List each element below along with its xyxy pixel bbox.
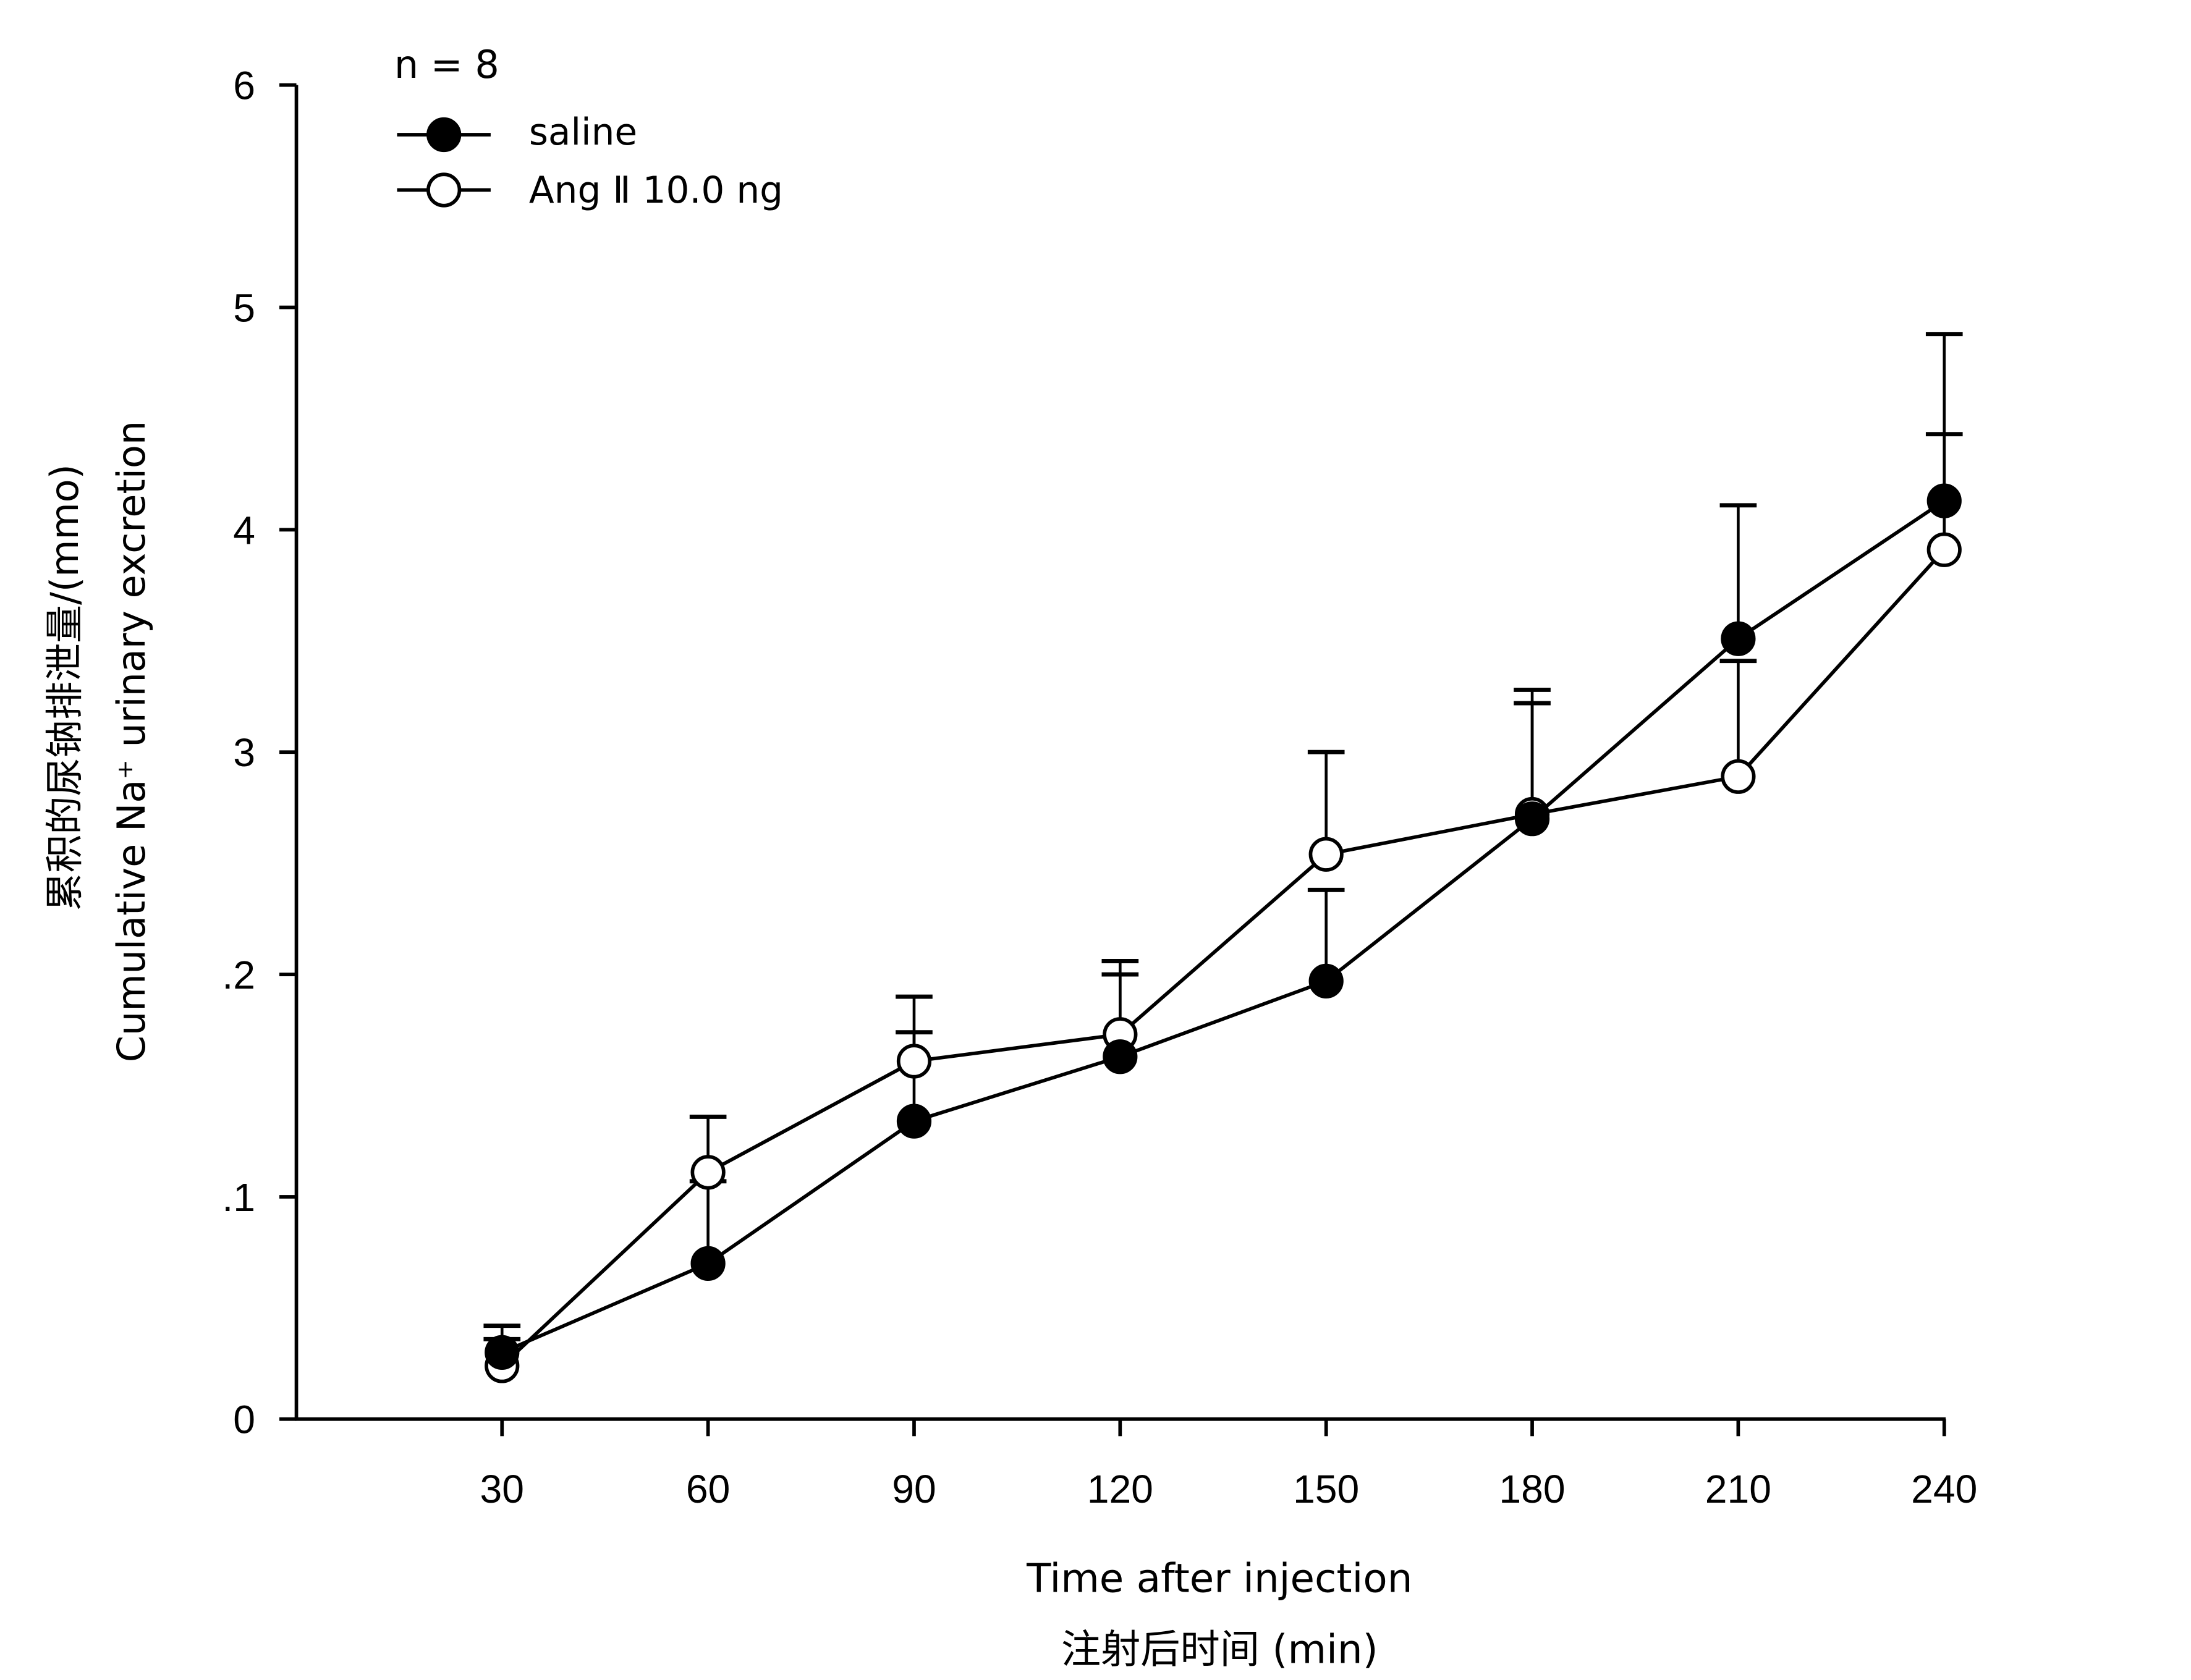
legend-angii-marker: [426, 172, 462, 208]
x-tick-label: 90: [892, 1467, 936, 1511]
x-tick-label: 150: [1293, 1467, 1359, 1511]
data-point-angii: [690, 1155, 726, 1190]
data-point-angii: [896, 1044, 932, 1079]
x-tick-label: 180: [1499, 1467, 1565, 1511]
x-tick-label: 210: [1705, 1467, 1771, 1511]
data-point-angii: [1721, 759, 1756, 794]
data-point-saline: [1514, 801, 1550, 837]
x-tick-label: 240: [1911, 1467, 1977, 1511]
y-tick-label: 5: [233, 285, 255, 330]
y-tick-label: .2: [222, 953, 255, 997]
legend: n = 8 saline Ang Ⅱ 10.0 ng: [394, 42, 783, 212]
y-tick-label: 0: [233, 1398, 255, 1442]
legend-saline-label: saline: [529, 111, 637, 154]
x-tick-label: 120: [1087, 1467, 1153, 1511]
data-point-saline: [485, 1335, 520, 1370]
series-line-angii: [501, 548, 1946, 1367]
n-annotation: n = 8: [394, 42, 499, 87]
y-tick-label: .1: [222, 1175, 255, 1220]
y-axis-label: Cumulative Na⁺ urinary excretion: [109, 421, 154, 1062]
y-tick-label: 3: [233, 730, 255, 775]
data-point-saline: [1926, 483, 1962, 518]
x-axis-label: Time after injection: [1026, 1556, 1412, 1602]
data-point-angii: [1308, 837, 1344, 872]
data-point-saline: [1721, 621, 1756, 656]
data-point-saline: [1308, 963, 1344, 998]
data-point-saline: [690, 1246, 726, 1281]
data-point-angii: [1926, 532, 1962, 567]
y-tick-label: 6: [233, 64, 255, 108]
series-line-saline: [501, 499, 1946, 1354]
y-axis-label-cn: 累积的尿钠排泄量/(mmo): [42, 464, 87, 911]
y-tick-label: 4: [233, 508, 255, 552]
axes: [294, 85, 1946, 1421]
data-point-saline: [1103, 1039, 1138, 1074]
x-axis-label-cn: 注射后时间 (min): [1061, 1626, 1378, 1673]
legend-angii-label: Ang Ⅱ 10.0 ng: [529, 169, 783, 212]
legend-saline-marker: [426, 117, 462, 153]
x-tick-label: 60: [686, 1467, 730, 1511]
data-point-saline: [896, 1104, 932, 1139]
x-tick-label: 30: [480, 1467, 524, 1511]
